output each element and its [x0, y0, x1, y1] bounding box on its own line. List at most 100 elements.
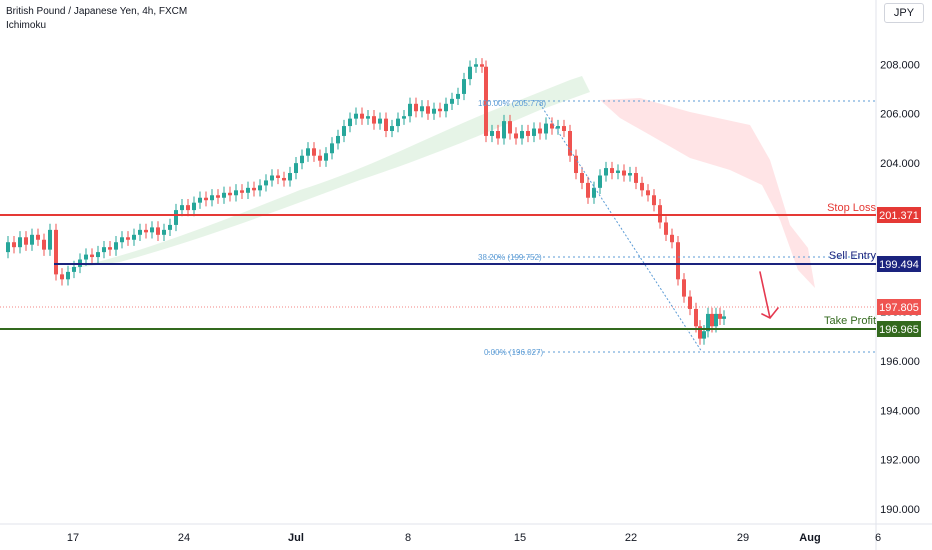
current-price-value: 197.805	[879, 302, 919, 314]
currency-button[interactable]: JPY	[884, 3, 924, 23]
candle-body	[706, 313, 710, 332]
sell-entry-label: Sell Entry	[829, 250, 877, 262]
candle-body	[48, 229, 52, 250]
candle-body	[252, 187, 256, 191]
candle-body	[186, 205, 190, 211]
candle-body	[126, 237, 130, 240]
indicator-name: Ichimoku	[6, 20, 47, 31]
symbol-title: British Pound / Japanese Yen, 4h, FXCM	[6, 6, 188, 17]
candle-body	[270, 175, 274, 181]
fib-label-100: 100.00% (205.778)	[478, 99, 546, 108]
candlestick-series	[6, 58, 726, 345]
candle-body	[210, 195, 214, 201]
candle-body	[90, 254, 94, 258]
sell-entry-badge	[877, 256, 921, 272]
candle-body	[622, 170, 626, 176]
candle-body	[670, 234, 674, 243]
candle-body	[456, 93, 460, 99]
fib-diagonal	[539, 103, 703, 353]
candle-body	[204, 197, 208, 201]
candle-body	[198, 197, 202, 203]
candle-body	[634, 173, 638, 183]
candle-body	[36, 234, 40, 240]
candle-body	[6, 242, 10, 253]
candle-body	[480, 64, 484, 67]
candle-body	[18, 237, 22, 248]
candle-body	[562, 126, 566, 131]
candle-body	[514, 133, 518, 139]
candle-body	[228, 192, 232, 196]
candle-body	[180, 205, 184, 211]
candle-body	[336, 135, 340, 144]
candle-body	[114, 242, 118, 250]
candle-body	[312, 148, 316, 156]
candle-body	[574, 155, 578, 174]
candle-body	[450, 98, 454, 104]
candle-body	[108, 247, 112, 250]
x-tick-label: 24	[178, 532, 190, 544]
x-axis-ticks: 17 24 Jul 8 15 22 29 Aug 6	[67, 532, 881, 544]
candle-body	[502, 121, 506, 139]
candle-body	[682, 279, 686, 297]
candle-body	[162, 229, 166, 235]
candle-body	[396, 118, 400, 127]
candle-body	[538, 128, 542, 134]
candle-body	[544, 123, 548, 134]
candle-body	[490, 131, 494, 136]
candle-body	[646, 190, 650, 196]
y-tick-label: 206.000	[880, 109, 920, 121]
candle-body	[318, 155, 322, 161]
candle-body	[592, 187, 596, 198]
candle-body	[138, 229, 142, 235]
candle-body	[604, 168, 608, 176]
candle-body	[580, 173, 584, 183]
down-arrow-icon	[759, 271, 779, 320]
x-tick-label: 15	[514, 532, 526, 544]
candle-body	[102, 247, 106, 253]
candle-body	[24, 237, 28, 245]
candle-body	[468, 66, 472, 80]
candle-body	[698, 326, 702, 339]
candle-body	[168, 224, 172, 230]
candle-body	[72, 266, 76, 272]
candle-body	[496, 131, 500, 139]
candle-body	[598, 175, 602, 188]
candle-body	[586, 182, 590, 198]
candle-body	[222, 192, 226, 198]
candle-body	[568, 131, 572, 156]
y-tick-label: 208.000	[880, 59, 920, 71]
candle-body	[216, 195, 220, 198]
stop-loss-badge	[877, 207, 921, 223]
x-tick-label: 17	[67, 532, 79, 544]
candle-body	[628, 173, 632, 176]
candle-body	[264, 180, 268, 186]
candle-body	[354, 113, 358, 119]
candle-body	[444, 103, 448, 112]
candle-body	[664, 222, 668, 235]
y-tick-label: 196.000	[880, 356, 920, 368]
candle-body	[150, 227, 154, 233]
candle-body	[342, 126, 346, 136]
candle-body	[42, 239, 46, 250]
sell-entry-value: 199.494	[879, 259, 919, 271]
candle-body	[60, 274, 64, 280]
ichimoku-cloud-bearish	[600, 98, 815, 288]
candle-body	[84, 254, 88, 260]
candle-body	[550, 123, 554, 129]
candle-body	[526, 131, 530, 136]
candle-body	[156, 227, 160, 235]
candle-body	[610, 168, 614, 174]
candle-body	[474, 64, 478, 67]
candle-body	[722, 316, 726, 319]
take-profit-badge	[877, 321, 921, 337]
candle-body	[462, 79, 466, 94]
stop-loss-label: Stop Loss	[827, 202, 876, 214]
candle-body	[282, 177, 286, 181]
candle-body	[12, 242, 16, 248]
candle-body	[508, 121, 512, 134]
candle-body	[676, 242, 680, 280]
candle-body	[378, 118, 382, 124]
y-tick-label: 204.000	[880, 158, 920, 170]
candle-body	[652, 195, 656, 206]
